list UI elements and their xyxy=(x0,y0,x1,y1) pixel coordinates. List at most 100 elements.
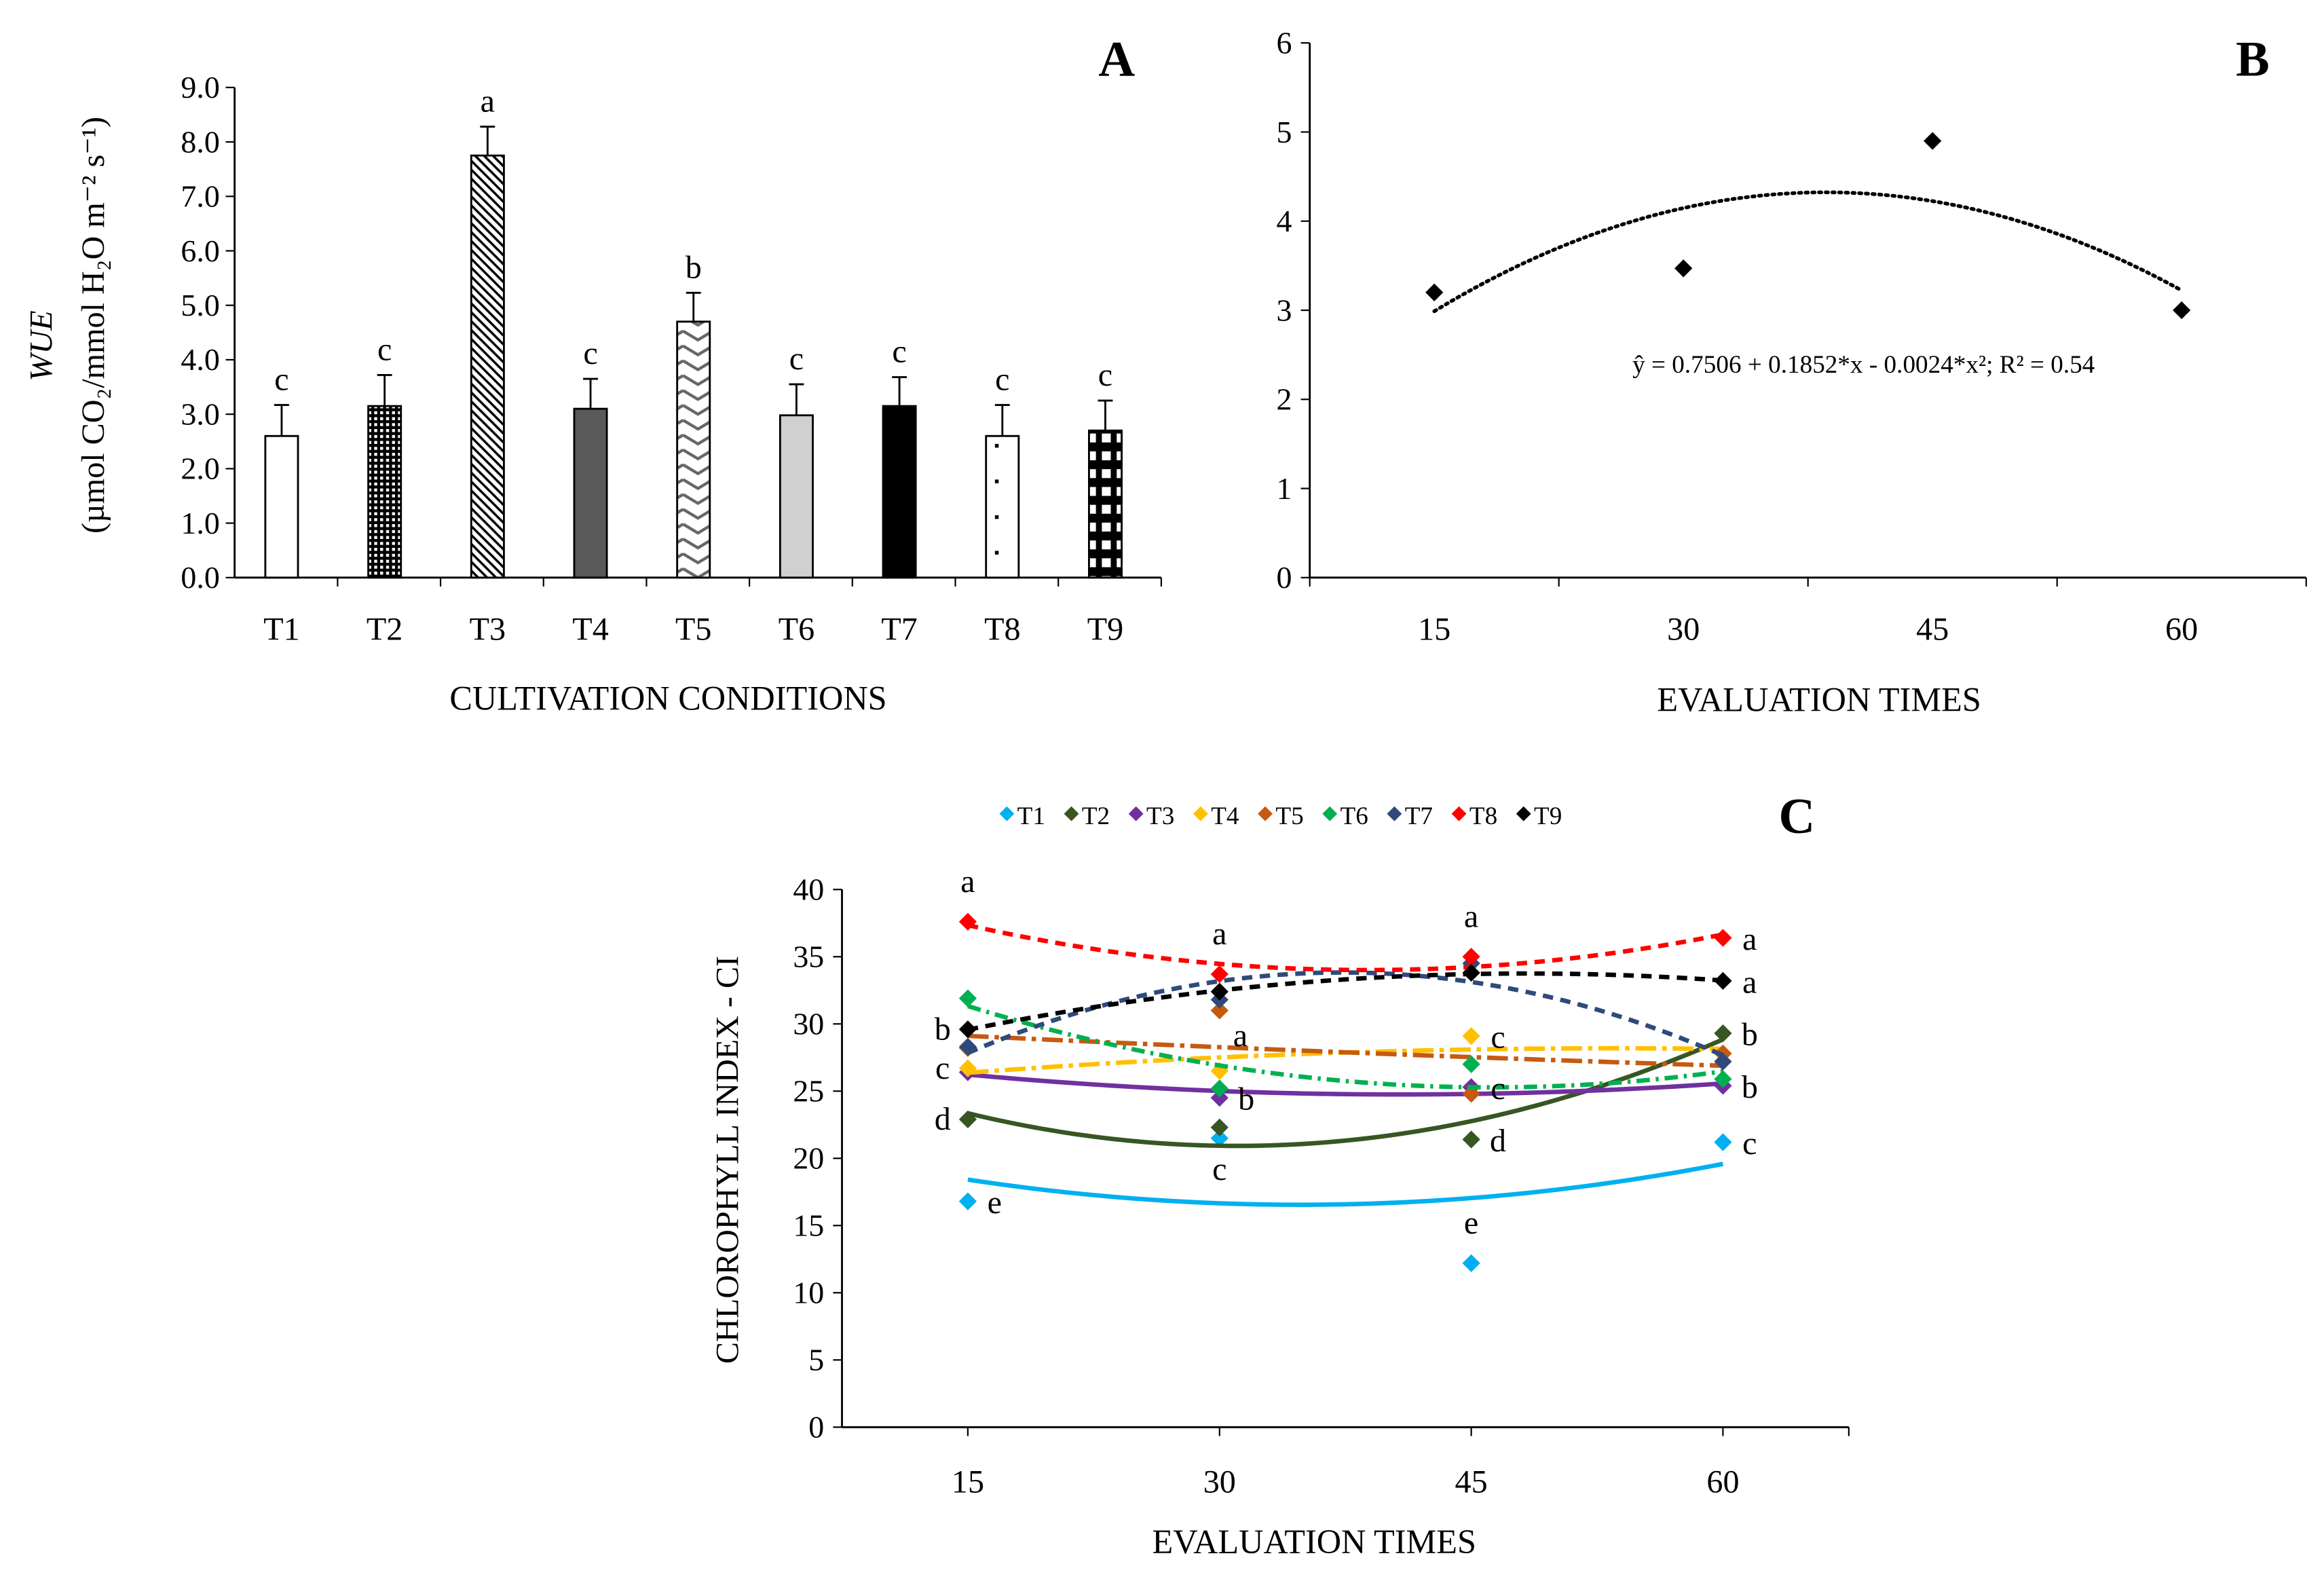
significance-letter: b xyxy=(935,1012,951,1047)
x-tick-label: T8 xyxy=(984,612,1020,648)
x-tick-label: T2 xyxy=(367,612,402,648)
panel-label: C xyxy=(1778,789,1815,845)
data-point-t1 xyxy=(1462,1254,1480,1272)
y-tick-label: 35 xyxy=(793,940,824,974)
trendline xyxy=(1432,190,2184,314)
data-point-t7 xyxy=(1714,1052,1732,1071)
x-tick-label: 60 xyxy=(1706,1464,1739,1500)
data-point-t4 xyxy=(958,1059,977,1077)
y-tick-label: 0.0 xyxy=(181,560,219,595)
legend-label: T7 xyxy=(1405,802,1433,830)
legend-label: T6 xyxy=(1341,802,1368,830)
significance-letter: a xyxy=(1464,899,1478,935)
legend-label: T8 xyxy=(1469,802,1497,830)
data-point-t7 xyxy=(958,1037,977,1056)
legend-label: T4 xyxy=(1211,802,1239,830)
data-point-t9 xyxy=(1462,963,1480,982)
significance-letter: a xyxy=(481,84,495,119)
legend-label: T5 xyxy=(1275,802,1303,830)
significance-letter: c xyxy=(892,334,906,370)
y-tick-label: 5.0 xyxy=(181,288,219,322)
y-tick-label: 0 xyxy=(1276,560,1292,595)
x-tick-label: 15 xyxy=(952,1464,984,1500)
significance-letter: d xyxy=(1490,1123,1506,1159)
significance-letter: a xyxy=(1212,916,1226,952)
significance-letter: c xyxy=(1742,1126,1757,1162)
significance-letter: d xyxy=(935,1101,951,1137)
data-point-t8 xyxy=(958,912,977,931)
legend-marker-t3 xyxy=(1128,806,1144,821)
significance-letter: c xyxy=(274,362,288,398)
x-tick-label: 30 xyxy=(1203,1464,1236,1500)
y-tick-label: 40 xyxy=(793,872,824,907)
x-tick-label: T7 xyxy=(881,612,917,648)
data-point-t4 xyxy=(1462,1026,1480,1045)
significance-letter: c xyxy=(1098,357,1112,393)
x-tick-label: 15 xyxy=(1418,612,1450,648)
trendline-equation: ŷ = 0.7506 + 0.1852*x - 0.0024*x²; R² = … xyxy=(1632,351,2095,379)
y-tick-label: 5 xyxy=(1276,115,1292,149)
data-point-t2 xyxy=(1462,1130,1480,1149)
legend-marker-t7 xyxy=(1387,806,1402,821)
x-axis-title: CULTIVATION CONDITIONS xyxy=(449,680,886,718)
data-point-t8 xyxy=(1714,929,1732,947)
significance-letter: b xyxy=(1238,1081,1254,1117)
data-point-t6 xyxy=(958,989,977,1007)
data-point xyxy=(1425,283,1444,301)
significance-letter: a xyxy=(1233,1018,1248,1054)
y-tick-label: 30 xyxy=(793,1007,824,1041)
y-tick-label: 2.0 xyxy=(181,451,219,486)
bar xyxy=(367,405,402,579)
bar xyxy=(882,405,917,579)
bar xyxy=(676,320,711,579)
data-point-t2 xyxy=(958,1110,977,1128)
significance-letter: b xyxy=(1742,1017,1758,1053)
y-tick-label: 7.0 xyxy=(181,179,219,214)
data-point-t8 xyxy=(1462,948,1480,966)
y-tick-label: 8.0 xyxy=(181,124,219,159)
significance-letter: c xyxy=(1491,1071,1505,1107)
y-axis-title: WUE xyxy=(24,310,60,381)
panel-a-bar-chart: 0.0 1.0 2.0 3.0 4.0 5.0 6.0 7.0 8.0 9.0 c T1 c T2 a T3 c… xyxy=(24,31,1163,718)
y-tick-label: 3 xyxy=(1276,293,1292,327)
significance-letter: a xyxy=(960,864,975,899)
legend-label: T1 xyxy=(1017,802,1045,830)
trendline-t2 xyxy=(967,1037,1724,1149)
significance-letter: c xyxy=(377,332,392,368)
data-point-t1 xyxy=(958,1192,977,1210)
x-tick-label: T6 xyxy=(779,612,814,648)
bar xyxy=(573,407,608,579)
y-tick-label: 4 xyxy=(1276,204,1292,238)
legend-marker-t1 xyxy=(999,806,1015,821)
y-tick-label: 2 xyxy=(1276,382,1292,417)
data-point-t9 xyxy=(958,1020,977,1039)
legend-marker-t6 xyxy=(1322,806,1338,821)
legend-label: T3 xyxy=(1146,802,1174,830)
significance-letter: b xyxy=(1742,1069,1758,1105)
data-point-t2 xyxy=(1714,1024,1732,1043)
significance-letter: c xyxy=(583,335,597,371)
legend-marker-t5 xyxy=(1258,806,1273,821)
trendline-t5 xyxy=(967,1033,1723,1069)
data-point-t5 xyxy=(1210,1001,1229,1020)
data-point-t9 xyxy=(1714,971,1732,990)
x-axis-title: EVALUATION TIMES xyxy=(1657,681,1981,719)
data-point-t2 xyxy=(1210,1118,1229,1136)
trendline-t1 xyxy=(967,1162,1724,1207)
bar xyxy=(264,434,299,579)
significance-letter: a xyxy=(1742,921,1757,957)
significance-letter: a xyxy=(1742,964,1757,1000)
data-point-t9 xyxy=(1210,982,1229,1001)
data-point xyxy=(1674,259,1693,278)
bar xyxy=(985,434,1020,579)
y-tick-label: 1 xyxy=(1276,471,1292,506)
legend-marker-t4 xyxy=(1193,806,1208,821)
significance-letter: c xyxy=(789,341,804,377)
y-tick-label: 10 xyxy=(793,1276,824,1310)
data-point-t6 xyxy=(1714,1070,1732,1088)
legend-marker-t9 xyxy=(1516,806,1531,821)
x-tick-label: 60 xyxy=(2165,612,2198,648)
data-point-t6 xyxy=(1462,1055,1480,1073)
